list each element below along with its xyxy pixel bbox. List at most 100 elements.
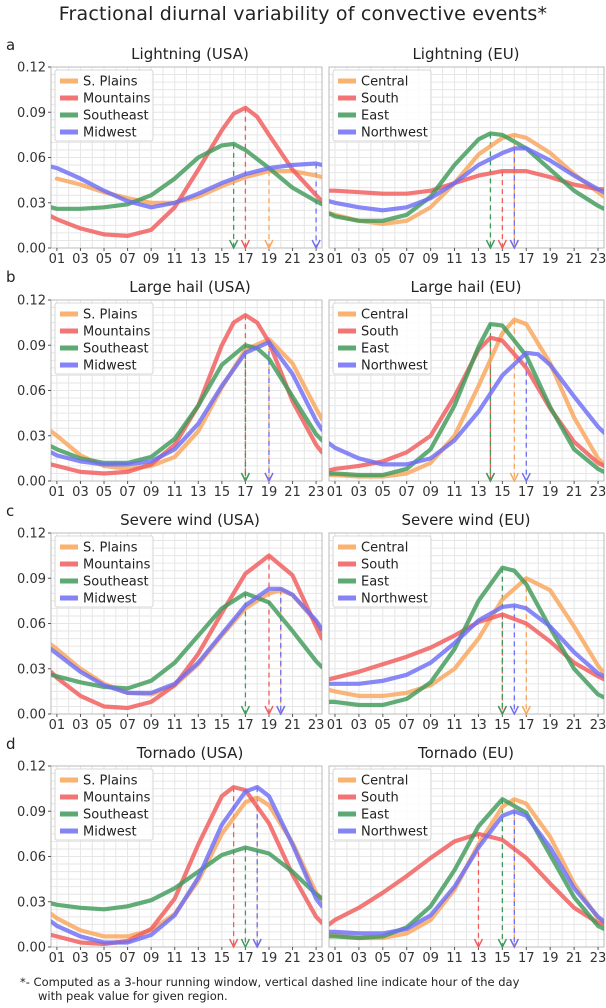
y-tick-label: 0.00 <box>17 941 46 956</box>
row-letter-a: a <box>6 36 16 54</box>
series-line-east <box>329 131 604 223</box>
peak-arrow-northwest <box>509 239 519 250</box>
series-line-northwest <box>329 146 604 213</box>
x-tick-label: 07 <box>119 951 136 966</box>
legend-label-midwest: Midwest <box>83 359 137 374</box>
legend-label-central: Central <box>361 75 408 90</box>
panel-title-large-hail-eu: Large hail (EU) <box>410 278 522 296</box>
series-line-midwest <box>51 161 322 210</box>
legend-label-mountains: Mountains <box>83 325 151 340</box>
legend-label-south: South <box>361 558 399 573</box>
peak-arrow-mountains <box>229 938 239 949</box>
x-tick-label: 13 <box>470 951 487 966</box>
panel-title-lightning-eu: Lightning (EU) <box>412 45 520 63</box>
x-tick-label: 15 <box>494 252 511 267</box>
x-tick-label: 07 <box>398 252 415 267</box>
y-tick-label: 0.00 <box>17 475 46 490</box>
series-line-mountains <box>51 313 322 476</box>
x-tick-label: 11 <box>166 718 183 733</box>
x-tick-label: 23 <box>590 252 606 267</box>
x-tick-label: 11 <box>446 252 463 267</box>
series-line-mountains <box>51 785 322 947</box>
x-tick-label: 03 <box>351 252 368 267</box>
legend-label-s-plains: S. Plains <box>83 308 138 323</box>
x-tick-label: 19 <box>261 485 278 500</box>
peak-arrow-midwest <box>311 239 321 250</box>
y-tick-label: 0.06 <box>17 384 46 399</box>
peak-arrow-southeast <box>240 938 251 949</box>
legend-box <box>332 69 432 142</box>
series-line-southeast <box>51 343 322 465</box>
series-group <box>329 317 604 481</box>
row-letter-c: c <box>6 502 15 520</box>
x-tick-label: 23 <box>308 485 325 500</box>
x-tick-label: 13 <box>190 252 207 267</box>
y-tick-label: 0.12 <box>17 294 46 309</box>
panel-title-lightning-usa: Lightning (USA) <box>131 45 249 63</box>
x-tick-label: 07 <box>398 718 415 733</box>
legend-label-south: South <box>361 92 399 107</box>
peak-arrow-central <box>521 705 531 716</box>
series-line-central <box>329 576 604 698</box>
x-tick-label: 19 <box>542 718 559 733</box>
row-letter-b: b <box>6 268 16 286</box>
x-tick-label: 13 <box>190 951 207 966</box>
legend-label-s-plains: S. Plains <box>83 75 138 90</box>
x-tick-label: 11 <box>166 252 183 267</box>
x-tick-label: 19 <box>542 951 559 966</box>
y-tick-label: 0.00 <box>17 242 46 257</box>
legend-label-east: East <box>361 342 389 357</box>
x-tick-label: 01 <box>49 485 66 500</box>
panel-large-hail-usa: 01 03 05 07 09 11 13 15 17 19 21 23 0.00 0.03 0.06 0.09… <box>17 294 324 501</box>
x-tick-label: 03 <box>72 485 89 500</box>
y-tick-label: 0.12 <box>17 61 46 76</box>
x-tick-label: 21 <box>566 485 583 500</box>
x-tick-label: 05 <box>375 485 392 500</box>
peak-arrow-midwest <box>252 938 262 949</box>
legend-label-southeast: Southeast <box>83 575 149 590</box>
peak-arrow-s-plains <box>264 239 274 250</box>
x-tick-label: 15 <box>494 718 511 733</box>
y-tick-label: 0.03 <box>17 429 46 444</box>
x-tick-label: 09 <box>422 485 439 500</box>
peak-arrow-northwest <box>509 705 519 716</box>
panel-frame <box>328 66 605 249</box>
series-line-southeast <box>51 845 322 912</box>
y-tick-label: 0.00 <box>17 708 46 723</box>
x-tick-label: 23 <box>308 252 325 267</box>
row-letter-d: d <box>6 735 16 753</box>
panel-title-large-hail-usa: Large hail (USA) <box>129 278 251 296</box>
series-group <box>51 105 322 248</box>
panel-title-tornado-eu: Tornado (EU) <box>417 744 515 762</box>
series-line-midwest <box>51 340 322 467</box>
legend-label-midwest: Midwest <box>83 126 137 141</box>
y-tick-label: 0.09 <box>17 339 46 354</box>
x-tick-label: 21 <box>566 718 583 733</box>
x-tick-label: 05 <box>96 252 113 267</box>
x-tick-label: 09 <box>143 951 160 966</box>
peak-arrow-east <box>485 472 496 483</box>
footnote: *- Computed as a 3-hour running window, … <box>20 975 600 1003</box>
series-line-east <box>329 565 604 708</box>
x-tick-label: 15 <box>494 485 511 500</box>
legend-label-northwest: Northwest <box>361 359 428 374</box>
series-line-northwest <box>329 809 604 936</box>
series-line-northwest <box>329 350 604 467</box>
legend-box <box>54 69 154 142</box>
series-group <box>51 313 322 481</box>
series-line-east <box>329 322 604 478</box>
x-tick-label: 09 <box>422 252 439 267</box>
x-tick-label: 03 <box>72 252 89 267</box>
peak-arrow-midwest <box>276 705 286 716</box>
x-tick-label: 15 <box>214 485 231 500</box>
x-tick-label: 05 <box>375 718 392 733</box>
panel-title-tornado-usa: Tornado (USA) <box>136 744 244 762</box>
legend-box <box>54 768 154 841</box>
panel-large-hail-eu: 01 03 05 07 09 11 13 15 17 19 21 23 Central South East… <box>327 299 606 500</box>
x-tick-label: 15 <box>214 718 231 733</box>
legend-box <box>54 302 154 375</box>
x-tick-label: 15 <box>214 951 231 966</box>
x-tick-label: 15 <box>494 951 511 966</box>
x-tick-label: 01 <box>49 718 66 733</box>
